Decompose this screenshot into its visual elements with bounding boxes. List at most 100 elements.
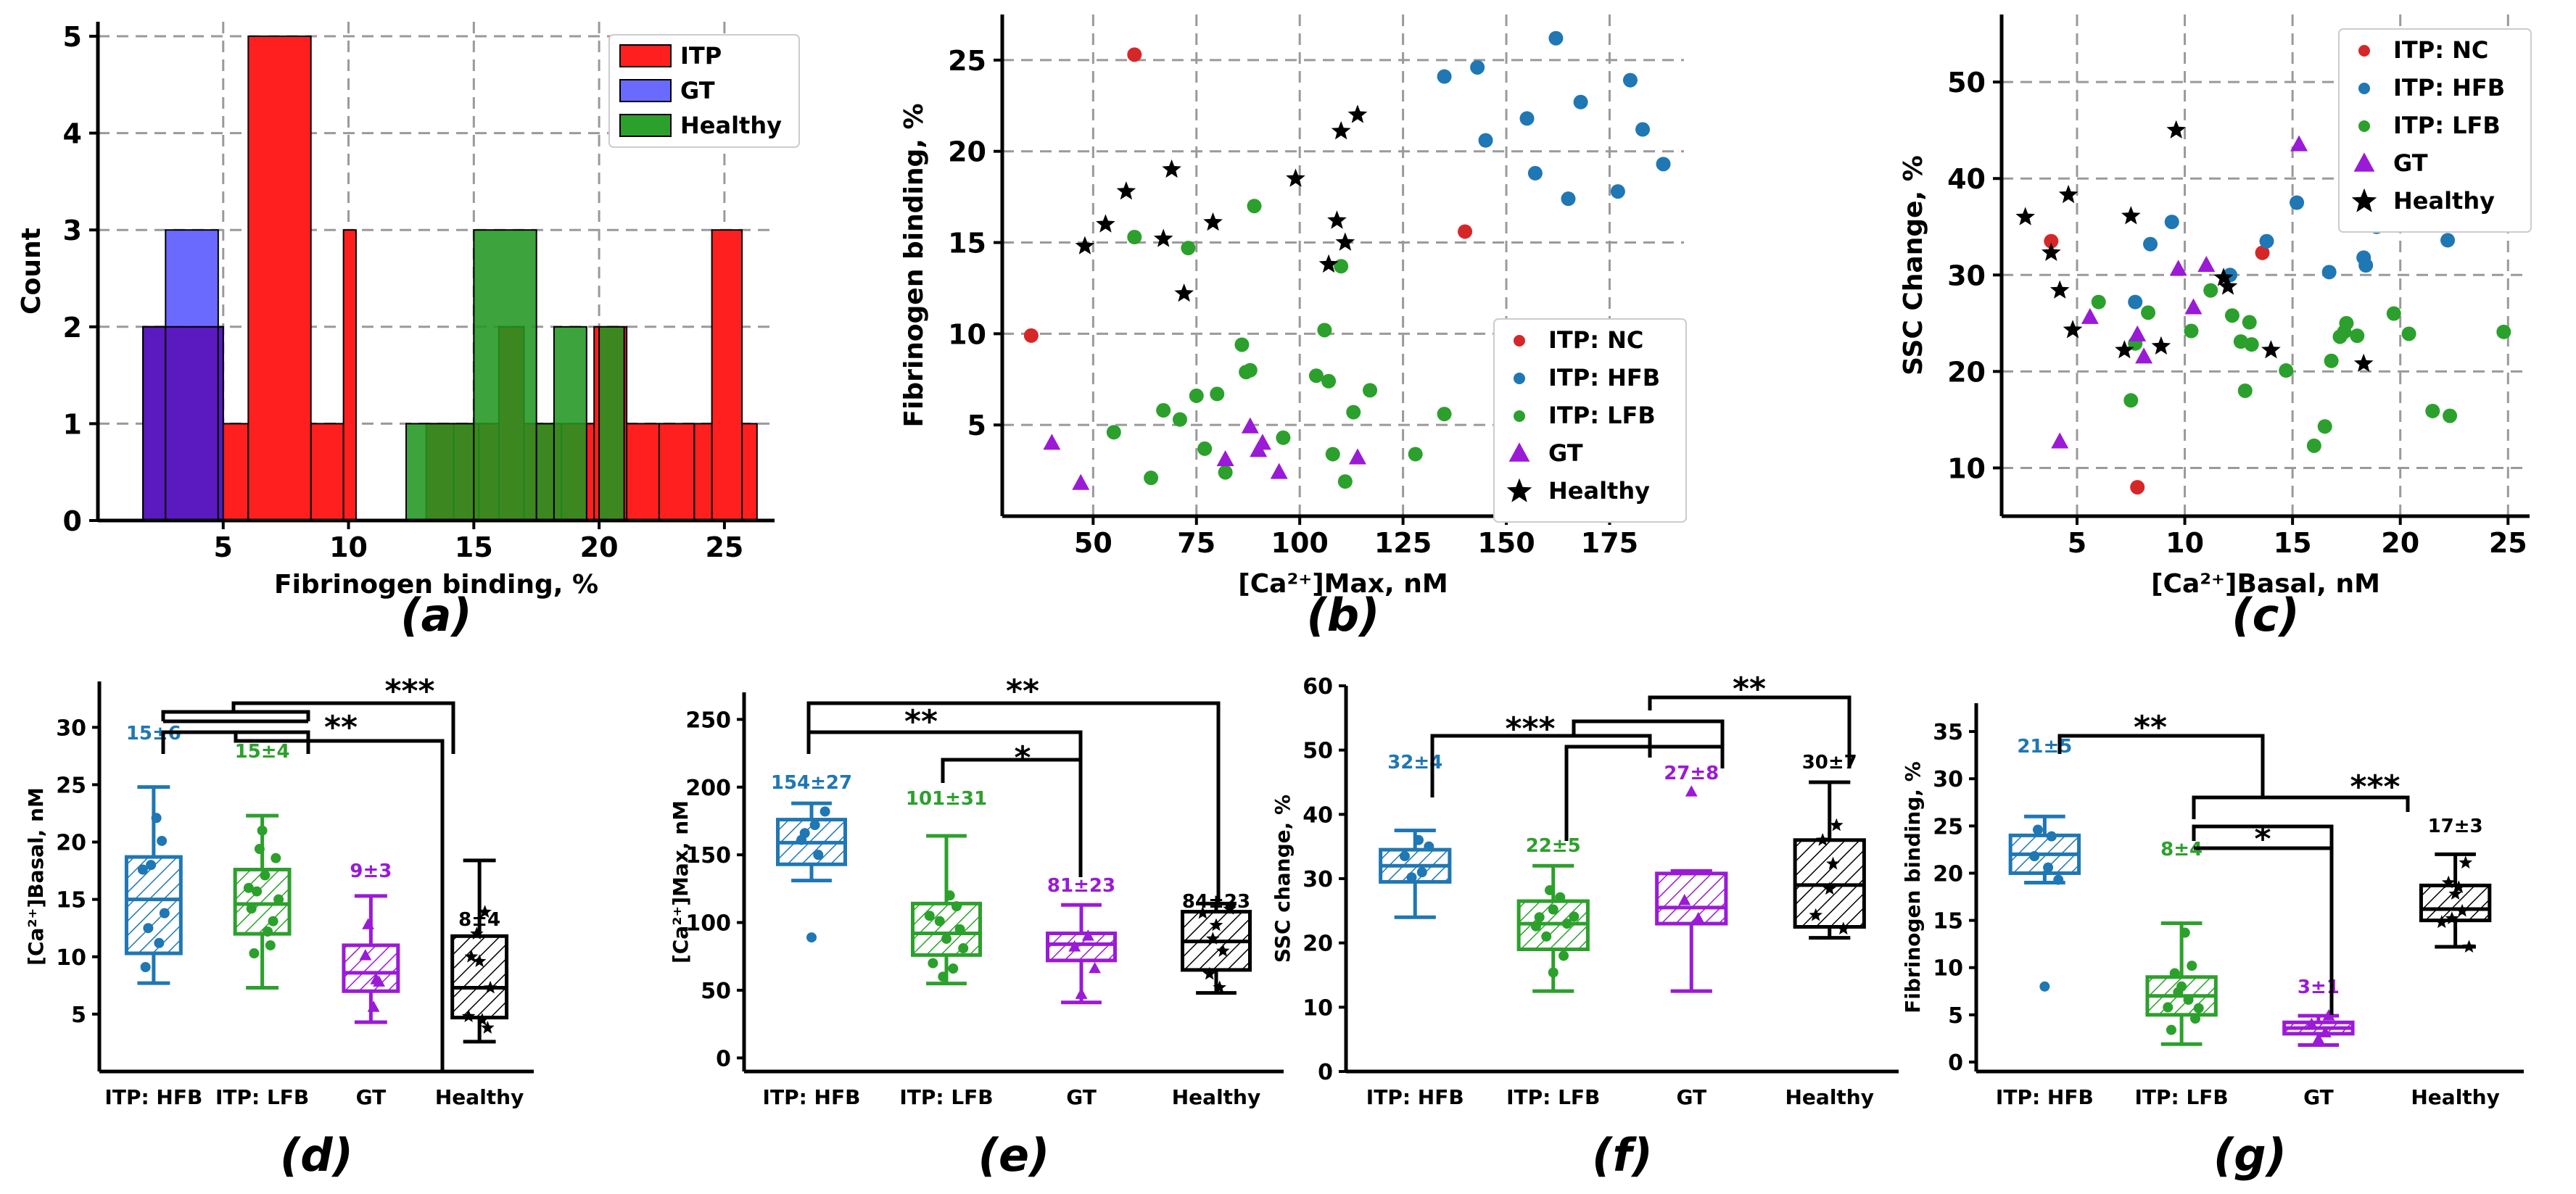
stat-label: 154±27 xyxy=(771,772,852,794)
y-tick-label: 10 xyxy=(1933,956,1963,982)
data-point xyxy=(2163,1002,2174,1013)
data-point xyxy=(2448,887,2462,900)
box-3: 8±4 xyxy=(450,858,509,1044)
point-itp-lfb xyxy=(1242,362,1258,378)
point-itp-lfb xyxy=(2324,353,2339,368)
y-tick-label: 3 xyxy=(63,215,82,246)
data-point xyxy=(265,940,276,950)
data-point xyxy=(1809,908,1822,921)
box-3: 17±3 xyxy=(2419,816,2492,953)
point-itp-lfb xyxy=(2091,294,2106,310)
y-tick-label: 50 xyxy=(701,979,731,1004)
y-tick-label: 20 xyxy=(1303,932,1333,957)
data-point xyxy=(157,835,168,846)
data-point xyxy=(2441,875,2456,889)
point-healthy xyxy=(1153,228,1173,247)
data-point xyxy=(1068,940,1081,952)
y-tick-label: 15 xyxy=(948,228,986,260)
bar-itp xyxy=(711,229,743,521)
data-point xyxy=(472,954,487,967)
data-point xyxy=(2305,1017,2318,1029)
y-tick-label: 5 xyxy=(1948,1003,1963,1029)
legend-label: ITP: LFB xyxy=(2393,112,2501,139)
point-itp-lfb xyxy=(2317,419,2332,434)
significance-label: *** xyxy=(384,673,434,710)
panel-label-c: (c) xyxy=(2232,589,2299,642)
box xyxy=(1655,871,1728,926)
x-tick-label: 125 xyxy=(1374,527,1432,559)
data-point xyxy=(2445,911,2459,924)
data-point xyxy=(1406,872,1417,883)
data-point xyxy=(1685,785,1698,797)
box xyxy=(911,901,982,957)
point-itp-lfb xyxy=(1106,425,1121,440)
point-itp-lfb xyxy=(1325,447,1340,462)
point-healthy xyxy=(1327,210,1347,229)
legend: ITP: NC ITP: HFB ITP: LFB GT Healthy xyxy=(2338,28,2532,233)
legend-marker xyxy=(2358,45,2370,57)
point-healthy xyxy=(1286,168,1305,187)
panel-label-e: (e) xyxy=(978,1129,1050,1182)
point-healthy xyxy=(2115,340,2134,359)
data-point xyxy=(958,943,969,954)
x-tick-label: ITP: LFB xyxy=(2134,1085,2228,1109)
panel-label-f: (f) xyxy=(1592,1129,1653,1182)
x-axis-label: [Ca²⁺]Max, nM xyxy=(1238,569,1448,599)
x-tick-label: Healthy xyxy=(2411,1085,2500,1109)
point-itp-lfb xyxy=(1189,388,1204,403)
point-itp-lfb xyxy=(2425,403,2440,418)
x-tick-label: 5 xyxy=(214,531,233,563)
data-point xyxy=(2029,851,2040,862)
bar-itp xyxy=(222,423,249,522)
box-0: 32±4 xyxy=(1379,752,1452,919)
data-point xyxy=(159,908,170,919)
point-itp-hfb xyxy=(1519,111,1535,126)
point-healthy xyxy=(2261,340,2281,359)
y-tick-label: 15 xyxy=(56,888,86,913)
data-point xyxy=(2462,940,2476,953)
point-itp-hfb xyxy=(2321,265,2337,280)
data-point xyxy=(1544,884,1555,895)
point-gt xyxy=(2290,135,2308,152)
panel-label: (d) xyxy=(280,1129,353,1182)
bar-itp xyxy=(310,423,344,522)
point-itp-lfb xyxy=(2350,328,2365,344)
data-point xyxy=(1424,841,1434,852)
point-gt xyxy=(2129,325,2147,341)
y-tick-label: 0 xyxy=(63,505,82,537)
y-tick-label: 10 xyxy=(56,945,86,971)
point-itp-lfb xyxy=(1144,470,1159,486)
point-itp-hfb xyxy=(1656,157,1671,172)
point-itp-lfb xyxy=(1127,229,1142,244)
point-gt xyxy=(2169,260,2187,276)
bar-itp xyxy=(659,423,695,522)
data-point xyxy=(799,828,810,839)
point-healthy xyxy=(2166,120,2186,138)
y-tick-label: 10 xyxy=(1947,452,1986,484)
data-point xyxy=(1678,894,1691,905)
data-point xyxy=(806,932,817,943)
y-tick-label: 20 xyxy=(948,136,986,168)
bracket xyxy=(161,701,455,754)
panel-label: (a) xyxy=(400,589,472,642)
stat-label: 15±4 xyxy=(235,741,290,763)
y-axis-label: SSC Change, % xyxy=(1899,155,1928,376)
data-point xyxy=(813,850,824,861)
point-itp-hfb xyxy=(2259,233,2274,249)
data-point xyxy=(938,971,949,982)
data-point xyxy=(951,901,962,912)
legend-marker xyxy=(2351,188,2377,212)
significance-label: * xyxy=(1014,739,1031,776)
point-healthy xyxy=(2353,353,2374,373)
legend-label: GT xyxy=(1548,439,1583,467)
data-point xyxy=(470,926,484,940)
data-point xyxy=(2179,927,2190,938)
x-tick-label: ITP: LFB xyxy=(1506,1085,1600,1109)
point-itp-hfb xyxy=(1437,69,1452,84)
data-point xyxy=(1692,911,1705,924)
point-gt xyxy=(2197,256,2216,272)
x-tick-label: 15 xyxy=(455,531,493,563)
data-point xyxy=(2322,1009,2335,1021)
data-point xyxy=(934,916,945,926)
y-tick-label: 0 xyxy=(1318,1060,1333,1085)
